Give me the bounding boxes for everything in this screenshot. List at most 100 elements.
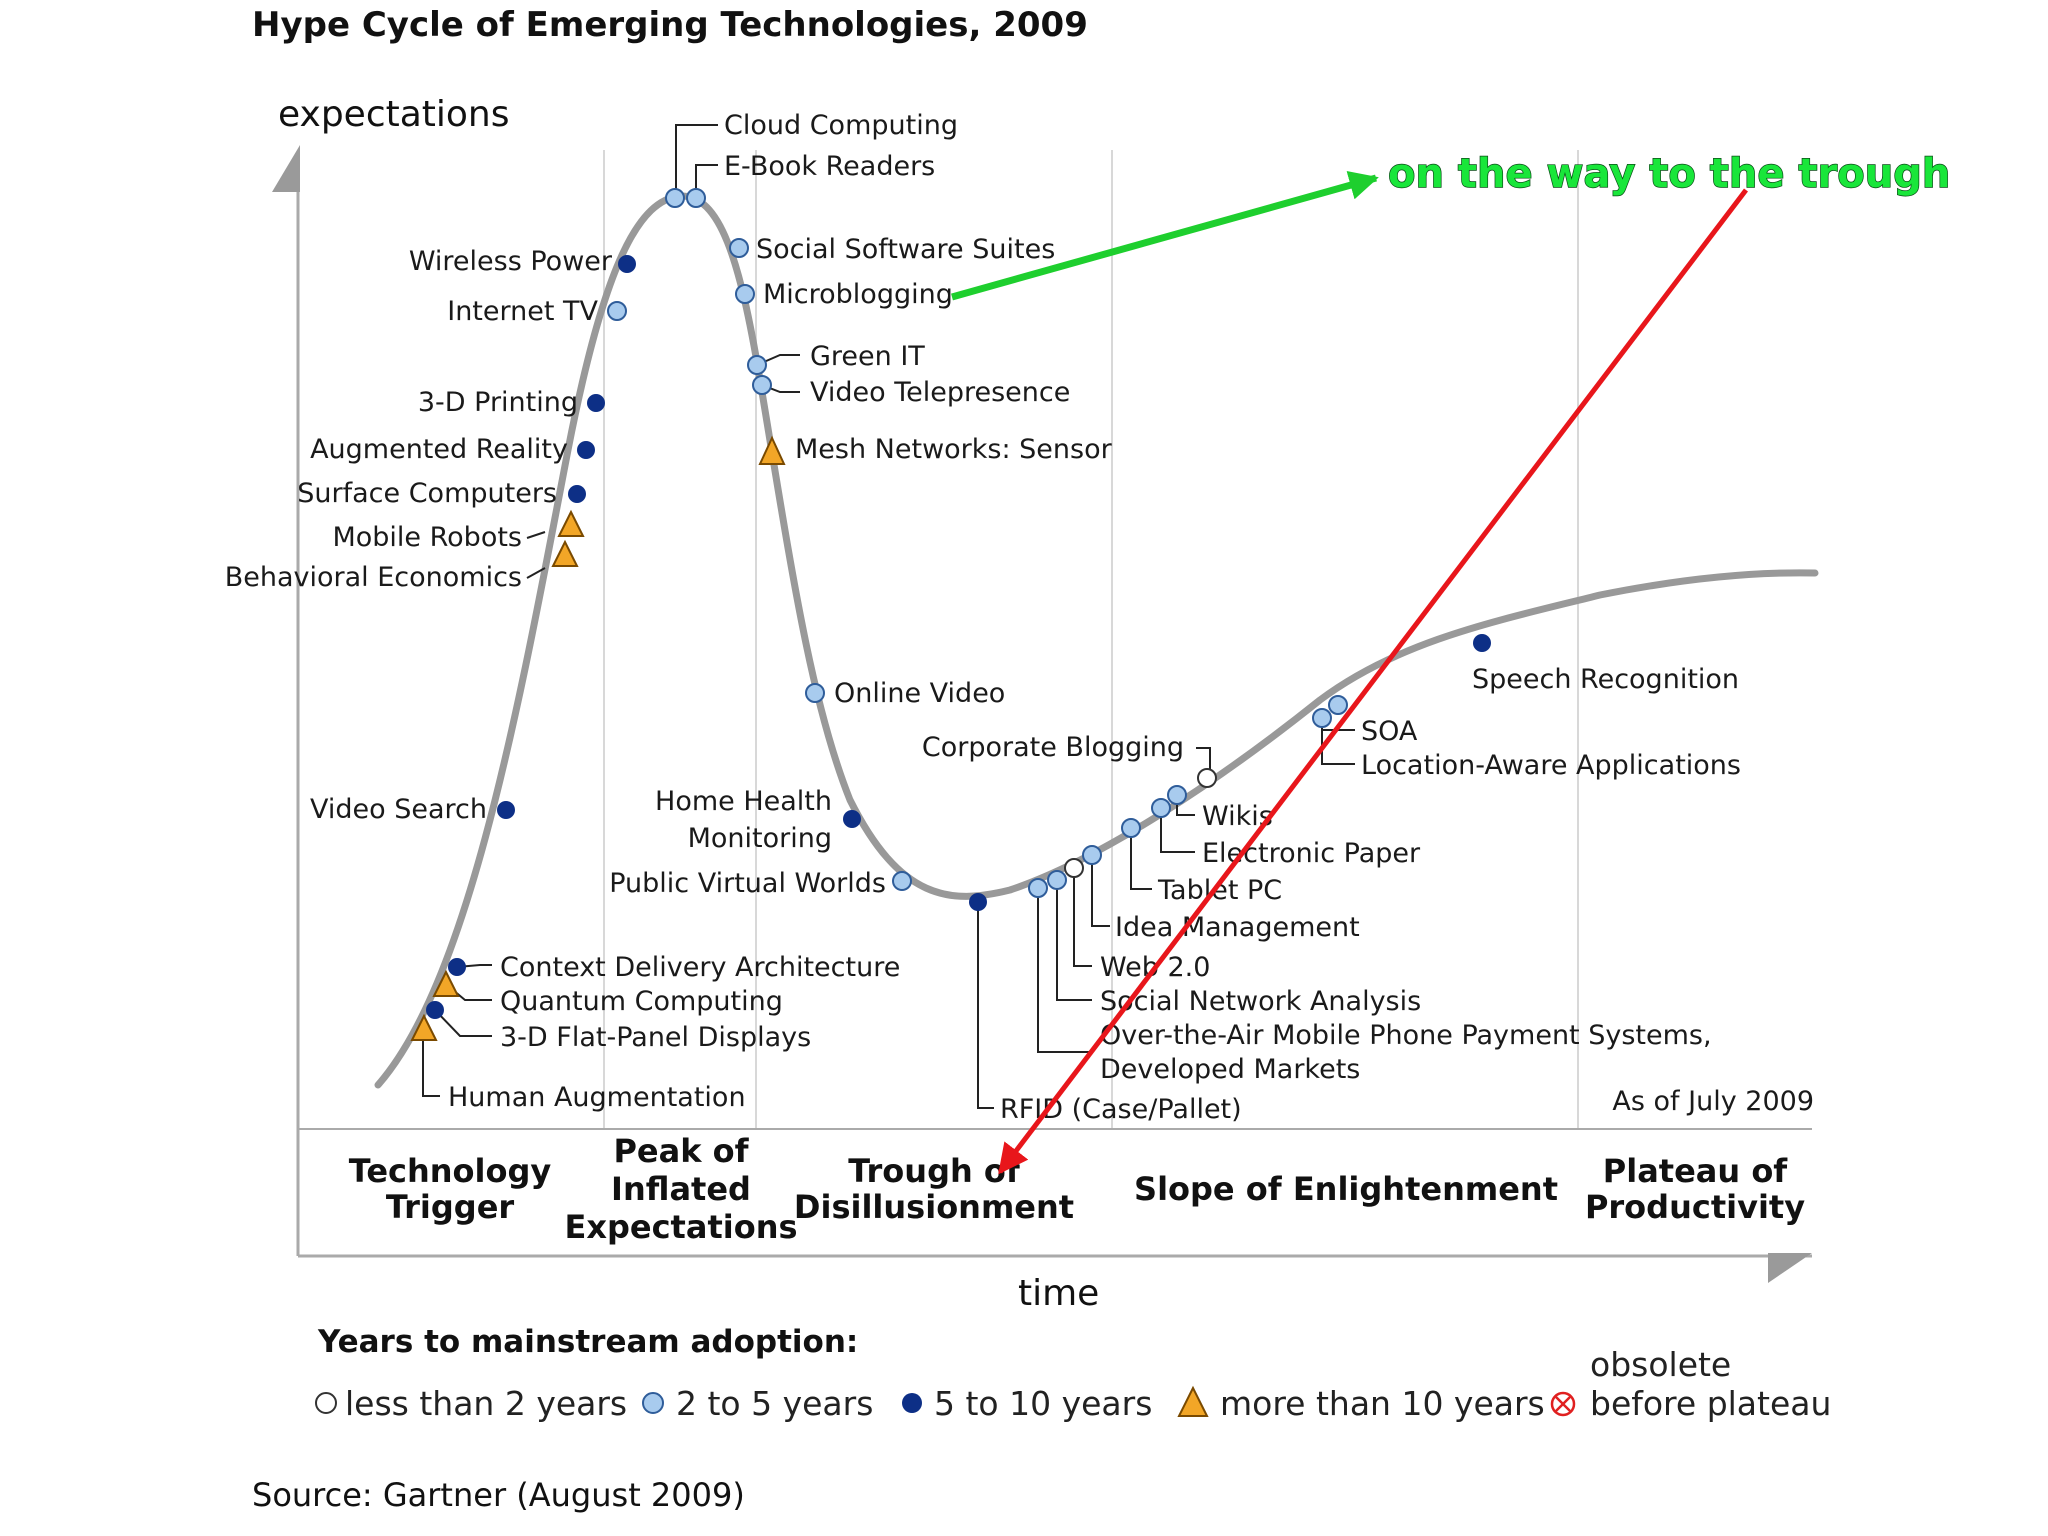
legend-title: Years to mainstream adoption: <box>317 1324 858 1360</box>
marker-mobile-robots[interactable] <box>557 509 585 537</box>
label-microblogging: Microblogging <box>763 279 953 310</box>
marker-3d-printing[interactable] <box>587 394 605 412</box>
leader-tablet-pc <box>1130 828 1152 890</box>
marker-social-software-suites[interactable] <box>729 238 749 258</box>
y-axis-label: expectations <box>278 94 510 135</box>
label-corporate-blogging: Corporate Blogging <box>922 732 1184 763</box>
marker-ebook-readers[interactable] <box>686 188 706 208</box>
label-3d-printing: 3-D Printing <box>418 387 578 418</box>
label-context-delivery: Context Delivery Architecture <box>500 952 900 983</box>
label-social-network-analysis: Social Network Analysis <box>1100 986 1421 1017</box>
phase-trough-line2: Disillusionment <box>794 1188 1074 1226</box>
phase-trigger-line2: Trigger <box>386 1188 515 1226</box>
label-3d-flat-panel: 3-D Flat-Panel Displays <box>500 1022 811 1053</box>
marker-speech-recognition[interactable] <box>1473 634 1491 652</box>
marker-public-virtual-worlds[interactable] <box>892 871 912 891</box>
label-surface-computers: Surface Computers <box>297 478 557 509</box>
marker-ota-payments[interactable] <box>1028 878 1048 898</box>
marker-augmented-reality[interactable] <box>577 441 595 459</box>
label-video-search: Video Search <box>310 794 487 825</box>
phase-peak-line1: Peak of <box>613 1132 749 1170</box>
legend-white-circle-icon <box>315 1392 337 1414</box>
marker-rfid[interactable] <box>969 893 987 911</box>
label-wireless-power: Wireless Power <box>409 246 613 277</box>
leader-rfid <box>977 902 994 1109</box>
marker-online-video[interactable] <box>805 683 825 703</box>
marker-web-20[interactable] <box>1064 858 1084 878</box>
label-ota-line2: Developed Markets <box>1100 1054 1360 1085</box>
leader-flat-panel <box>434 1009 492 1037</box>
x-axis-arrow <box>1768 1253 1812 1283</box>
marker-wikis[interactable] <box>1167 785 1187 805</box>
label-home-health-line2: Monitoring <box>688 823 832 854</box>
marker-context-delivery[interactable] <box>448 958 466 976</box>
legend-obsolete-icon <box>1550 1391 1576 1417</box>
label-quantum-computing: Quantum Computing <box>500 986 783 1017</box>
phase-slope: Slope of Enlightenment <box>1134 1170 1558 1208</box>
marker-quantum-computing[interactable] <box>432 969 460 997</box>
label-public-virtual-worlds: Public Virtual Worlds <box>609 868 886 899</box>
x-axis-label: time <box>1018 1273 1099 1314</box>
phase-trigger-line1: Technology <box>349 1152 552 1190</box>
leader-mobile-robots <box>526 531 546 539</box>
label-online-video: Online Video <box>834 678 1005 709</box>
annotation-text: on the way to the trough <box>1388 151 1950 197</box>
leader-ebook-readers <box>695 164 718 198</box>
label-location-aware: Location-Aware Applications <box>1361 750 1741 781</box>
marker-video-telepresence[interactable] <box>752 375 772 395</box>
red-annotation-arrow <box>998 188 1748 1175</box>
marker-video-search[interactable] <box>497 801 515 819</box>
marker-human-augmentation[interactable] <box>410 1013 438 1041</box>
legend-item-3: 5 to 10 years <box>934 1384 1152 1423</box>
label-behavioral-economics: Behavioral Economics <box>225 562 522 593</box>
leader-idea-mgmt <box>1091 855 1110 927</box>
marker-location-aware[interactable] <box>1328 695 1348 715</box>
phase-peak-line3: Expectations <box>564 1208 797 1246</box>
legend-item-4: more than 10 years <box>1220 1384 1545 1423</box>
leader-cloud-computing <box>675 124 718 198</box>
leader-ota <box>1037 888 1092 1053</box>
marker-corporate-blogging[interactable] <box>1197 768 1217 788</box>
label-internet-tv: Internet TV <box>447 296 598 327</box>
label-augmented-reality: Augmented Reality <box>310 434 568 465</box>
leader-electronic-paper <box>1160 808 1195 853</box>
label-soa: SOA <box>1361 716 1418 747</box>
leader-sna <box>1056 880 1092 1001</box>
label-cloud-computing: Cloud Computing <box>724 110 958 141</box>
marker-3d-flat-panel[interactable] <box>426 1001 444 1019</box>
label-home-health-line1: Home Health <box>655 786 832 817</box>
legend-item-2: 2 to 5 years <box>676 1384 873 1423</box>
legend-light-circle-icon <box>642 1392 664 1414</box>
phase-trough-line1: Trough of <box>848 1152 1021 1190</box>
marker-wireless-power[interactable] <box>618 255 636 273</box>
marker-green-it[interactable] <box>747 355 767 375</box>
label-mesh-networks: Mesh Networks: Sensor <box>795 434 1113 465</box>
leader-corporate-blogging <box>1196 747 1211 775</box>
legend-item-5-line2: before plateau <box>1590 1384 1831 1423</box>
marker-tablet-pc[interactable] <box>1121 818 1141 838</box>
leader-web20 <box>1073 868 1092 967</box>
marker-microblogging[interactable] <box>735 284 755 304</box>
label-electronic-paper: Electronic Paper <box>1202 838 1421 869</box>
marker-cloud-computing[interactable] <box>665 188 685 208</box>
marker-home-health-monitoring[interactable] <box>843 810 861 828</box>
legend-dark-circle-icon <box>902 1393 922 1413</box>
phase-peak-line2: Inflated <box>611 1170 751 1208</box>
leader-human-augmentation <box>422 1030 440 1097</box>
marker-social-network-analysis[interactable] <box>1047 870 1067 890</box>
legend-item-1: less than 2 years <box>345 1384 627 1423</box>
marker-soa[interactable] <box>1312 708 1332 728</box>
marker-mesh-networks[interactable] <box>758 435 786 465</box>
marker-behavioral-economics[interactable] <box>551 539 579 567</box>
marker-internet-tv[interactable] <box>607 301 627 321</box>
marker-idea-management[interactable] <box>1082 845 1102 865</box>
label-green-it: Green IT <box>810 341 925 372</box>
leader-location-aware <box>1321 718 1355 765</box>
label-mobile-robots: Mobile Robots <box>332 522 522 553</box>
marker-surface-computers[interactable] <box>568 485 586 503</box>
label-human-augmentation: Human Augmentation <box>448 1082 746 1113</box>
label-ota-line1: Over-the-Air Mobile Phone Payment System… <box>1100 1020 1712 1051</box>
phase-plateau-line2: Productivity <box>1585 1188 1805 1226</box>
marker-electronic-paper[interactable] <box>1151 798 1171 818</box>
